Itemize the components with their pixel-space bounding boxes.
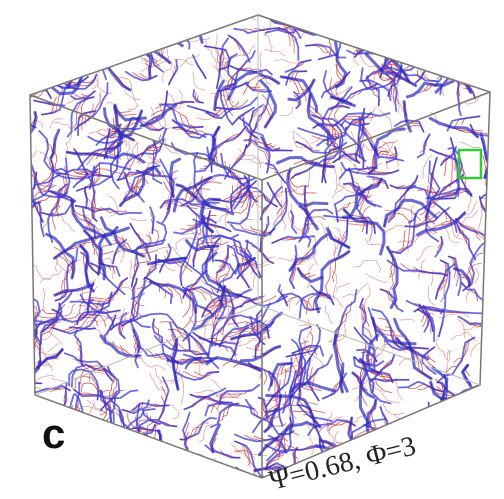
background — [0, 0, 504, 499]
page: c Ψ=0.68, Φ=3 (() => { const data = JSON… — [0, 0, 504, 499]
panel-label: c — [42, 410, 65, 457]
cube-figure: c Ψ=0.68, Φ=3 — [0, 0, 504, 499]
